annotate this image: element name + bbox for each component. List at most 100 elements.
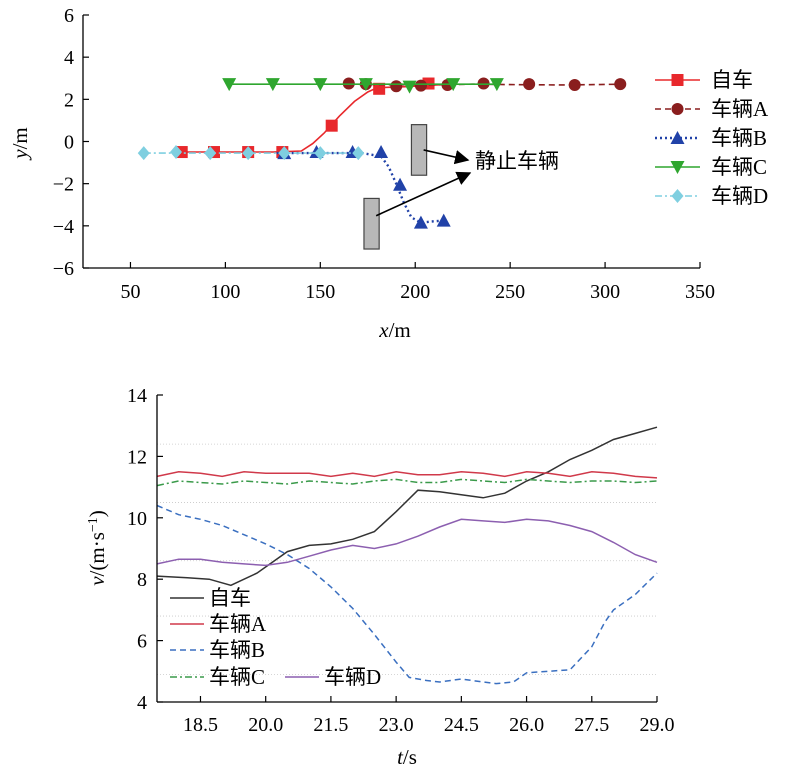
legend-label: 自车 xyxy=(209,586,251,610)
legend-entry: 车辆B xyxy=(655,126,767,150)
trajectory-series-5 xyxy=(137,145,365,161)
speed-series-4 xyxy=(156,478,658,487)
trajectory-point xyxy=(390,80,403,93)
legend-marker xyxy=(671,103,684,115)
legend-marker xyxy=(670,161,685,174)
trajectory-axes: 6 4 2 0 −2 −4 −6 50 100 150 200 250 300 350 xyxy=(53,5,715,303)
x-tick-label: 23.0 xyxy=(379,714,414,736)
legend-entry: 自车 xyxy=(170,586,251,610)
x-tick-label: 26.0 xyxy=(509,714,544,736)
y-tick-label: −2 xyxy=(53,174,74,196)
annotation-arrow xyxy=(423,149,470,165)
trajectory-point xyxy=(489,78,504,92)
legend-label: 自车 xyxy=(711,68,753,92)
legend-entry: 车辆C xyxy=(655,155,767,179)
trajectory-point xyxy=(313,78,328,92)
y-tick-label: 0 xyxy=(64,132,74,154)
static-vehicle-annotation: 静止车辆 xyxy=(375,149,559,217)
x-tick-label: 21.5 xyxy=(313,714,348,736)
trajectory-point xyxy=(402,80,417,94)
trajectory-point xyxy=(278,146,291,161)
x-tick-label: 24.5 xyxy=(444,714,479,736)
legend-entry: 自车 xyxy=(655,68,753,92)
trajectory-point xyxy=(204,146,217,161)
legend-label: 车辆B xyxy=(209,638,265,662)
x-tick-label: 100 xyxy=(210,281,240,303)
legend-label: 车辆D xyxy=(324,665,381,689)
static-vehicle-box xyxy=(363,197,380,250)
trajectory-point xyxy=(358,78,373,92)
trajectory-point xyxy=(568,78,581,91)
legend-label: 车辆A xyxy=(711,97,769,121)
legend-label: 车辆C xyxy=(209,665,265,689)
speed-y-axis-label: v/(m·s−1) xyxy=(85,510,109,586)
speed-x-axis-label: t/s xyxy=(397,745,417,769)
legend-entry: 车辆D xyxy=(285,665,381,689)
trajectory-point xyxy=(436,213,451,227)
trajectory-point xyxy=(393,177,408,191)
y-tick-label: 14 xyxy=(127,385,147,407)
legend-marker xyxy=(671,189,684,203)
legend-label: 车辆B xyxy=(711,126,767,150)
trajectory-line xyxy=(276,151,444,224)
x-tick-label: 250 xyxy=(495,281,525,303)
trajectory-point xyxy=(170,145,183,160)
x-tick-label: 50 xyxy=(120,281,140,303)
legend-marker xyxy=(670,131,685,144)
trajectory-point xyxy=(614,78,627,91)
legend-marker xyxy=(671,74,684,86)
speed-series-5 xyxy=(156,518,658,567)
y-tick-label: 4 xyxy=(64,47,74,69)
annotation-arrow xyxy=(375,171,472,217)
legend-entry: 车辆A xyxy=(170,612,267,636)
static-vehicle-label: 静止车辆 xyxy=(475,149,559,173)
legend-entry: 车辆D xyxy=(655,184,768,208)
trajectory-x-axis-label: x/m xyxy=(378,318,411,342)
trajectory-point xyxy=(222,78,237,92)
legend-label: 车辆D xyxy=(711,184,768,208)
x-tick-label: 18.5 xyxy=(183,714,218,736)
y-tick-label: −4 xyxy=(53,216,74,238)
y-tick-label: 12 xyxy=(127,446,147,468)
speed-chart: 14 12 10 8 6 4 18.5 20.0 21.5 23.0 24.5 26.0 27.5 29.… xyxy=(85,385,675,769)
trajectory-point xyxy=(314,146,327,161)
trajectory-point xyxy=(137,146,150,161)
speed-series-2 xyxy=(156,471,658,479)
trajectory-point xyxy=(413,215,428,229)
legend-entry: 车辆C xyxy=(170,665,265,689)
x-tick-label: 350 xyxy=(685,281,715,303)
x-tick-label: 150 xyxy=(305,281,335,303)
trajectory-point xyxy=(374,145,389,159)
trajectory-point xyxy=(325,119,338,132)
legend-label: 车辆A xyxy=(209,612,267,636)
y-tick-label: 4 xyxy=(137,692,147,714)
y-tick-label: 6 xyxy=(64,5,74,27)
speed-axes: 14 12 10 8 6 4 18.5 20.0 21.5 23.0 24.5 26.0 27.5 29.… xyxy=(127,385,675,736)
legend-label: 车辆C xyxy=(711,155,767,179)
trajectory-series-1 xyxy=(175,77,444,159)
x-tick-label: 200 xyxy=(400,281,430,303)
speed-series-1 xyxy=(156,426,658,587)
y-tick-label: −6 xyxy=(53,258,74,280)
y-tick-label: 8 xyxy=(137,569,147,591)
trajectory-point xyxy=(523,78,536,91)
speed-plot-area xyxy=(156,426,658,685)
trajectory-plot-area xyxy=(137,77,627,250)
trajectory-point xyxy=(242,146,255,161)
trajectory-chart: 6 4 2 0 −2 −4 −6 50 100 150 200 250 300 350 x/m y/m 静… xyxy=(8,5,769,342)
y-tick-label: 2 xyxy=(64,89,74,111)
trajectory-series-4 xyxy=(222,78,504,94)
y-tick-label: 10 xyxy=(127,508,147,530)
speed-series-3 xyxy=(156,504,658,685)
x-tick-label: 300 xyxy=(590,281,620,303)
x-tick-label: 27.5 xyxy=(574,714,609,736)
trajectory-line xyxy=(177,83,444,153)
trajectory-point xyxy=(352,146,365,161)
trajectory-point xyxy=(414,79,427,92)
trajectory-point xyxy=(265,78,280,92)
legend-entry: 车辆B xyxy=(170,638,265,662)
trajectory-point xyxy=(373,82,386,95)
